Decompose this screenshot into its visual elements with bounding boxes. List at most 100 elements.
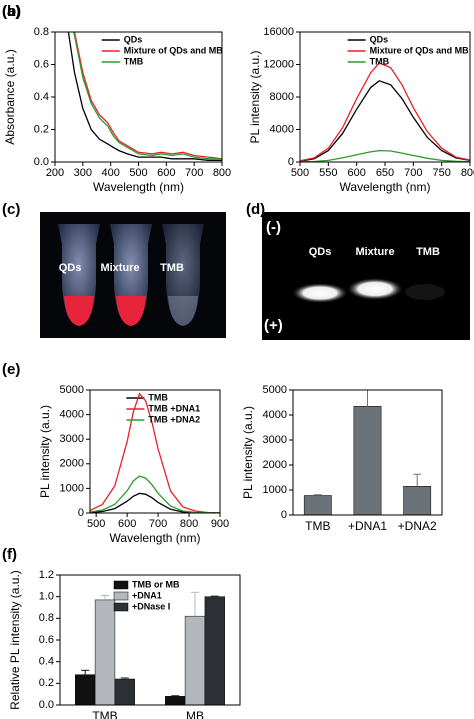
x-tick-label: 400 [101, 167, 119, 179]
gel-label: (-) [266, 219, 281, 236]
axes-frame [59, 574, 241, 706]
legend-label: TMB [124, 56, 144, 66]
x-tick-label: 500 [291, 167, 309, 179]
y-tick-label: 0 [281, 509, 287, 521]
legend-label: TMB or MB [132, 579, 180, 589]
legend-label: TMB +DNA2 [148, 414, 200, 424]
legend-label: +DNase I [132, 601, 170, 611]
bar [303, 495, 332, 516]
x-tick-label: 700 [149, 518, 167, 530]
legend-label: Mixture of QDs and MB [370, 45, 470, 55]
gel-label: QDs [309, 246, 332, 258]
error-bar [101, 595, 109, 600]
error-bar [210, 595, 219, 597]
error-bar [171, 695, 180, 697]
axes-frame [299, 31, 471, 163]
y-tick-label: 0.6 [39, 634, 54, 646]
line-series [90, 492, 220, 513]
x-tick-label: 550 [319, 167, 337, 179]
panel-label: (f) [2, 546, 17, 563]
x-tick-label: 800 [180, 518, 198, 530]
x-tick-label: 650 [376, 167, 394, 179]
x-tick-label: 600 [157, 167, 175, 179]
y-tick-label: 0 [78, 507, 84, 519]
bar [204, 596, 225, 706]
x-tick-label: 750 [432, 167, 450, 179]
x-tick-label: 800 [213, 167, 231, 179]
y-axis-label: Absorbance (a.u.) [3, 49, 17, 144]
x-tick-label: +DNA2 [398, 519, 437, 533]
x-tick-label: 500 [87, 518, 105, 530]
y-axis-label: PL intensity (a.u.) [248, 51, 262, 144]
error-bar [120, 677, 129, 679]
error-bar [363, 389, 372, 407]
axes-frame [89, 389, 221, 514]
y-tick-label: 4000 [60, 409, 84, 421]
x-tick-label: 600 [347, 167, 365, 179]
y-tick-label: 2000 [60, 458, 84, 470]
x-tick-label: 700 [404, 167, 422, 179]
axes-frame [292, 389, 443, 516]
legend-label: TMB [370, 56, 390, 66]
y-tick-label: 0.0 [39, 699, 54, 711]
y-tick-label: 0.8 [34, 26, 49, 38]
y-tick-label: 0.2 [34, 123, 49, 135]
gel-label: Mixture [355, 246, 394, 258]
line-series [73, 32, 222, 160]
error-bar [313, 494, 322, 496]
y-tick-label: 4000 [270, 123, 294, 135]
line-series [90, 392, 220, 513]
x-tick-label: 900 [211, 518, 229, 530]
photo-label: TMB [160, 262, 184, 274]
legend-label: QDs [370, 34, 389, 44]
legend-swatch [113, 580, 129, 590]
axes-frame [54, 31, 223, 163]
y-tick-label: 1.0 [39, 591, 54, 603]
y-tick-label: 1000 [60, 482, 84, 494]
panel-label: (e) [2, 361, 20, 378]
bar [184, 615, 206, 706]
x-tick-label: 300 [74, 167, 92, 179]
gel-label: (+) [264, 317, 283, 334]
y-tick-label: 0 [288, 156, 294, 168]
x-tick-label: TMB [305, 519, 330, 533]
y-tick-label: 5000 [60, 384, 84, 396]
bar [94, 599, 116, 706]
line-series [300, 62, 470, 162]
y-tick-label: 0.4 [34, 91, 49, 103]
legend-swatch [113, 591, 129, 601]
legend-label: Mixture of QDs and MB [124, 45, 224, 55]
error-bar [81, 669, 90, 675]
error-bar [191, 591, 199, 617]
y-axis-label: PL intensity (a.u.) [241, 406, 255, 499]
y-tick-label: 0.8 [39, 612, 54, 624]
legend-label: QDs [124, 34, 143, 44]
photo [40, 212, 226, 338]
panel-label: (b) [2, 3, 21, 20]
y-tick-label: 12000 [263, 58, 294, 70]
y-tick-label: 3000 [263, 434, 287, 446]
line-series [90, 475, 220, 513]
y-tick-label: 1.2 [39, 569, 54, 581]
x-tick-label: TMB [92, 709, 117, 719]
x-tick-label: +DNA1 [348, 519, 387, 533]
x-tick-label: 600 [118, 518, 136, 530]
x-tick-label: 700 [185, 167, 203, 179]
x-axis-label: Wavelength (nm) [93, 180, 184, 194]
y-tick-label: 0.6 [34, 58, 49, 70]
legend-label: +DNA1 [132, 590, 162, 600]
x-axis-label: Wavelength (nm) [340, 180, 431, 194]
photo-label: Mixture [100, 262, 139, 274]
panel-label: (d) [246, 201, 265, 218]
line-series [300, 149, 470, 162]
line-series [300, 80, 470, 162]
panel-label: (a) [2, 3, 20, 20]
line-series [67, 32, 222, 162]
y-tick-label: 4000 [263, 409, 287, 421]
bar [165, 696, 186, 706]
y-tick-label: 3000 [60, 433, 84, 445]
panel-label: (c) [2, 201, 20, 218]
x-tick-label: 500 [129, 167, 147, 179]
y-tick-label: 0.2 [39, 677, 54, 689]
